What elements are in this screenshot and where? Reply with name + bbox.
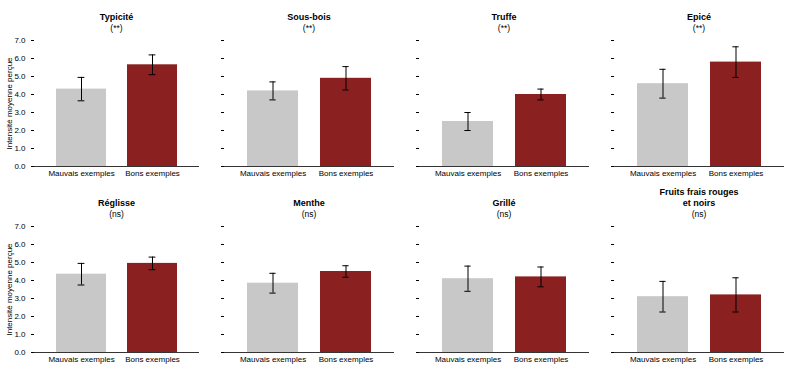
html-text:Menthe: Menthe	[293, 197, 325, 208]
svg-text:2.0: 2.0	[14, 126, 26, 135]
html-text:Epicé: Epicé	[687, 11, 711, 22]
html-text:Fruits frais rouges et noirs: Fruits frais rouges et noirs	[659, 187, 739, 208]
svg-text:6.0: 6.0	[14, 240, 26, 249]
svg-text:Mauvais exemples: Mauvais exemples	[48, 355, 114, 364]
svg-text:Intensité moyenne perçue: Intensité moyenne perçue	[5, 57, 14, 150]
svg-text:3.0: 3.0	[14, 108, 26, 117]
svg-text:0.0: 0.0	[14, 348, 26, 357]
html-text:Grillé: Grillé	[492, 197, 516, 208]
svg-text:0.0: 0.0	[14, 162, 26, 171]
html-text:(ns): (ns)	[496, 209, 512, 219]
svg-text:Mauvais exemples: Mauvais exemples	[630, 355, 696, 364]
svg-text:Bons exemples: Bons exemples	[514, 355, 569, 364]
svg-text:1.0: 1.0	[14, 330, 26, 339]
svg-text:5.0: 5.0	[14, 72, 26, 81]
svg-text:Bons exemples: Bons exemples	[514, 169, 569, 178]
html-text:(ns): (ns)	[691, 209, 707, 219]
svg-text:7.0: 7.0	[14, 222, 26, 231]
html-text:(ns): (ns)	[109, 209, 124, 219]
svg-text:Bons exemples: Bons exemples	[125, 169, 180, 178]
svg-text:1.0: 1.0	[14, 144, 26, 153]
svg-text:7.0: 7.0	[14, 36, 26, 45]
svg-text:Intensité moyenne perçue: Intensité moyenne perçue	[5, 243, 14, 336]
svg-text:Mauvais exemples: Mauvais exemples	[435, 169, 501, 178]
svg-text:Mauvais exemples: Mauvais exemples	[630, 169, 696, 178]
svg-text:6.0: 6.0	[14, 54, 26, 63]
html-text:Sous-bois: Sous-bois	[287, 11, 331, 22]
svg-text:3.0: 3.0	[14, 294, 26, 303]
svg-text:Mauvais exemples: Mauvais exemples	[435, 355, 501, 364]
svg-text:2.0: 2.0	[14, 312, 26, 321]
svg-text:4.0: 4.0	[14, 276, 26, 285]
svg-text:Mauvais exemples: Mauvais exemples	[240, 355, 306, 364]
html-text:(ns): (ns)	[301, 209, 317, 219]
svg-text:Bons exemples: Bons exemples	[709, 169, 764, 178]
svg-text:4.0: 4.0	[14, 90, 26, 99]
svg-text:Mauvais exemples: Mauvais exemples	[48, 169, 114, 178]
svg-text:Bons exemples: Bons exemples	[125, 355, 180, 364]
svg-text:Mauvais exemples: Mauvais exemples	[240, 169, 306, 178]
html-text:Réglisse: Réglisse	[98, 197, 135, 208]
html-text:Typicité: Typicité	[99, 11, 134, 22]
svg-text:Bons exemples: Bons exemples	[319, 355, 374, 364]
svg-text:Bons exemples: Bons exemples	[709, 355, 764, 364]
svg-text:5.0: 5.0	[14, 258, 26, 267]
html-text:Truffe: Truffe	[491, 11, 517, 22]
svg-text:Bons exemples: Bons exemples	[319, 169, 374, 178]
